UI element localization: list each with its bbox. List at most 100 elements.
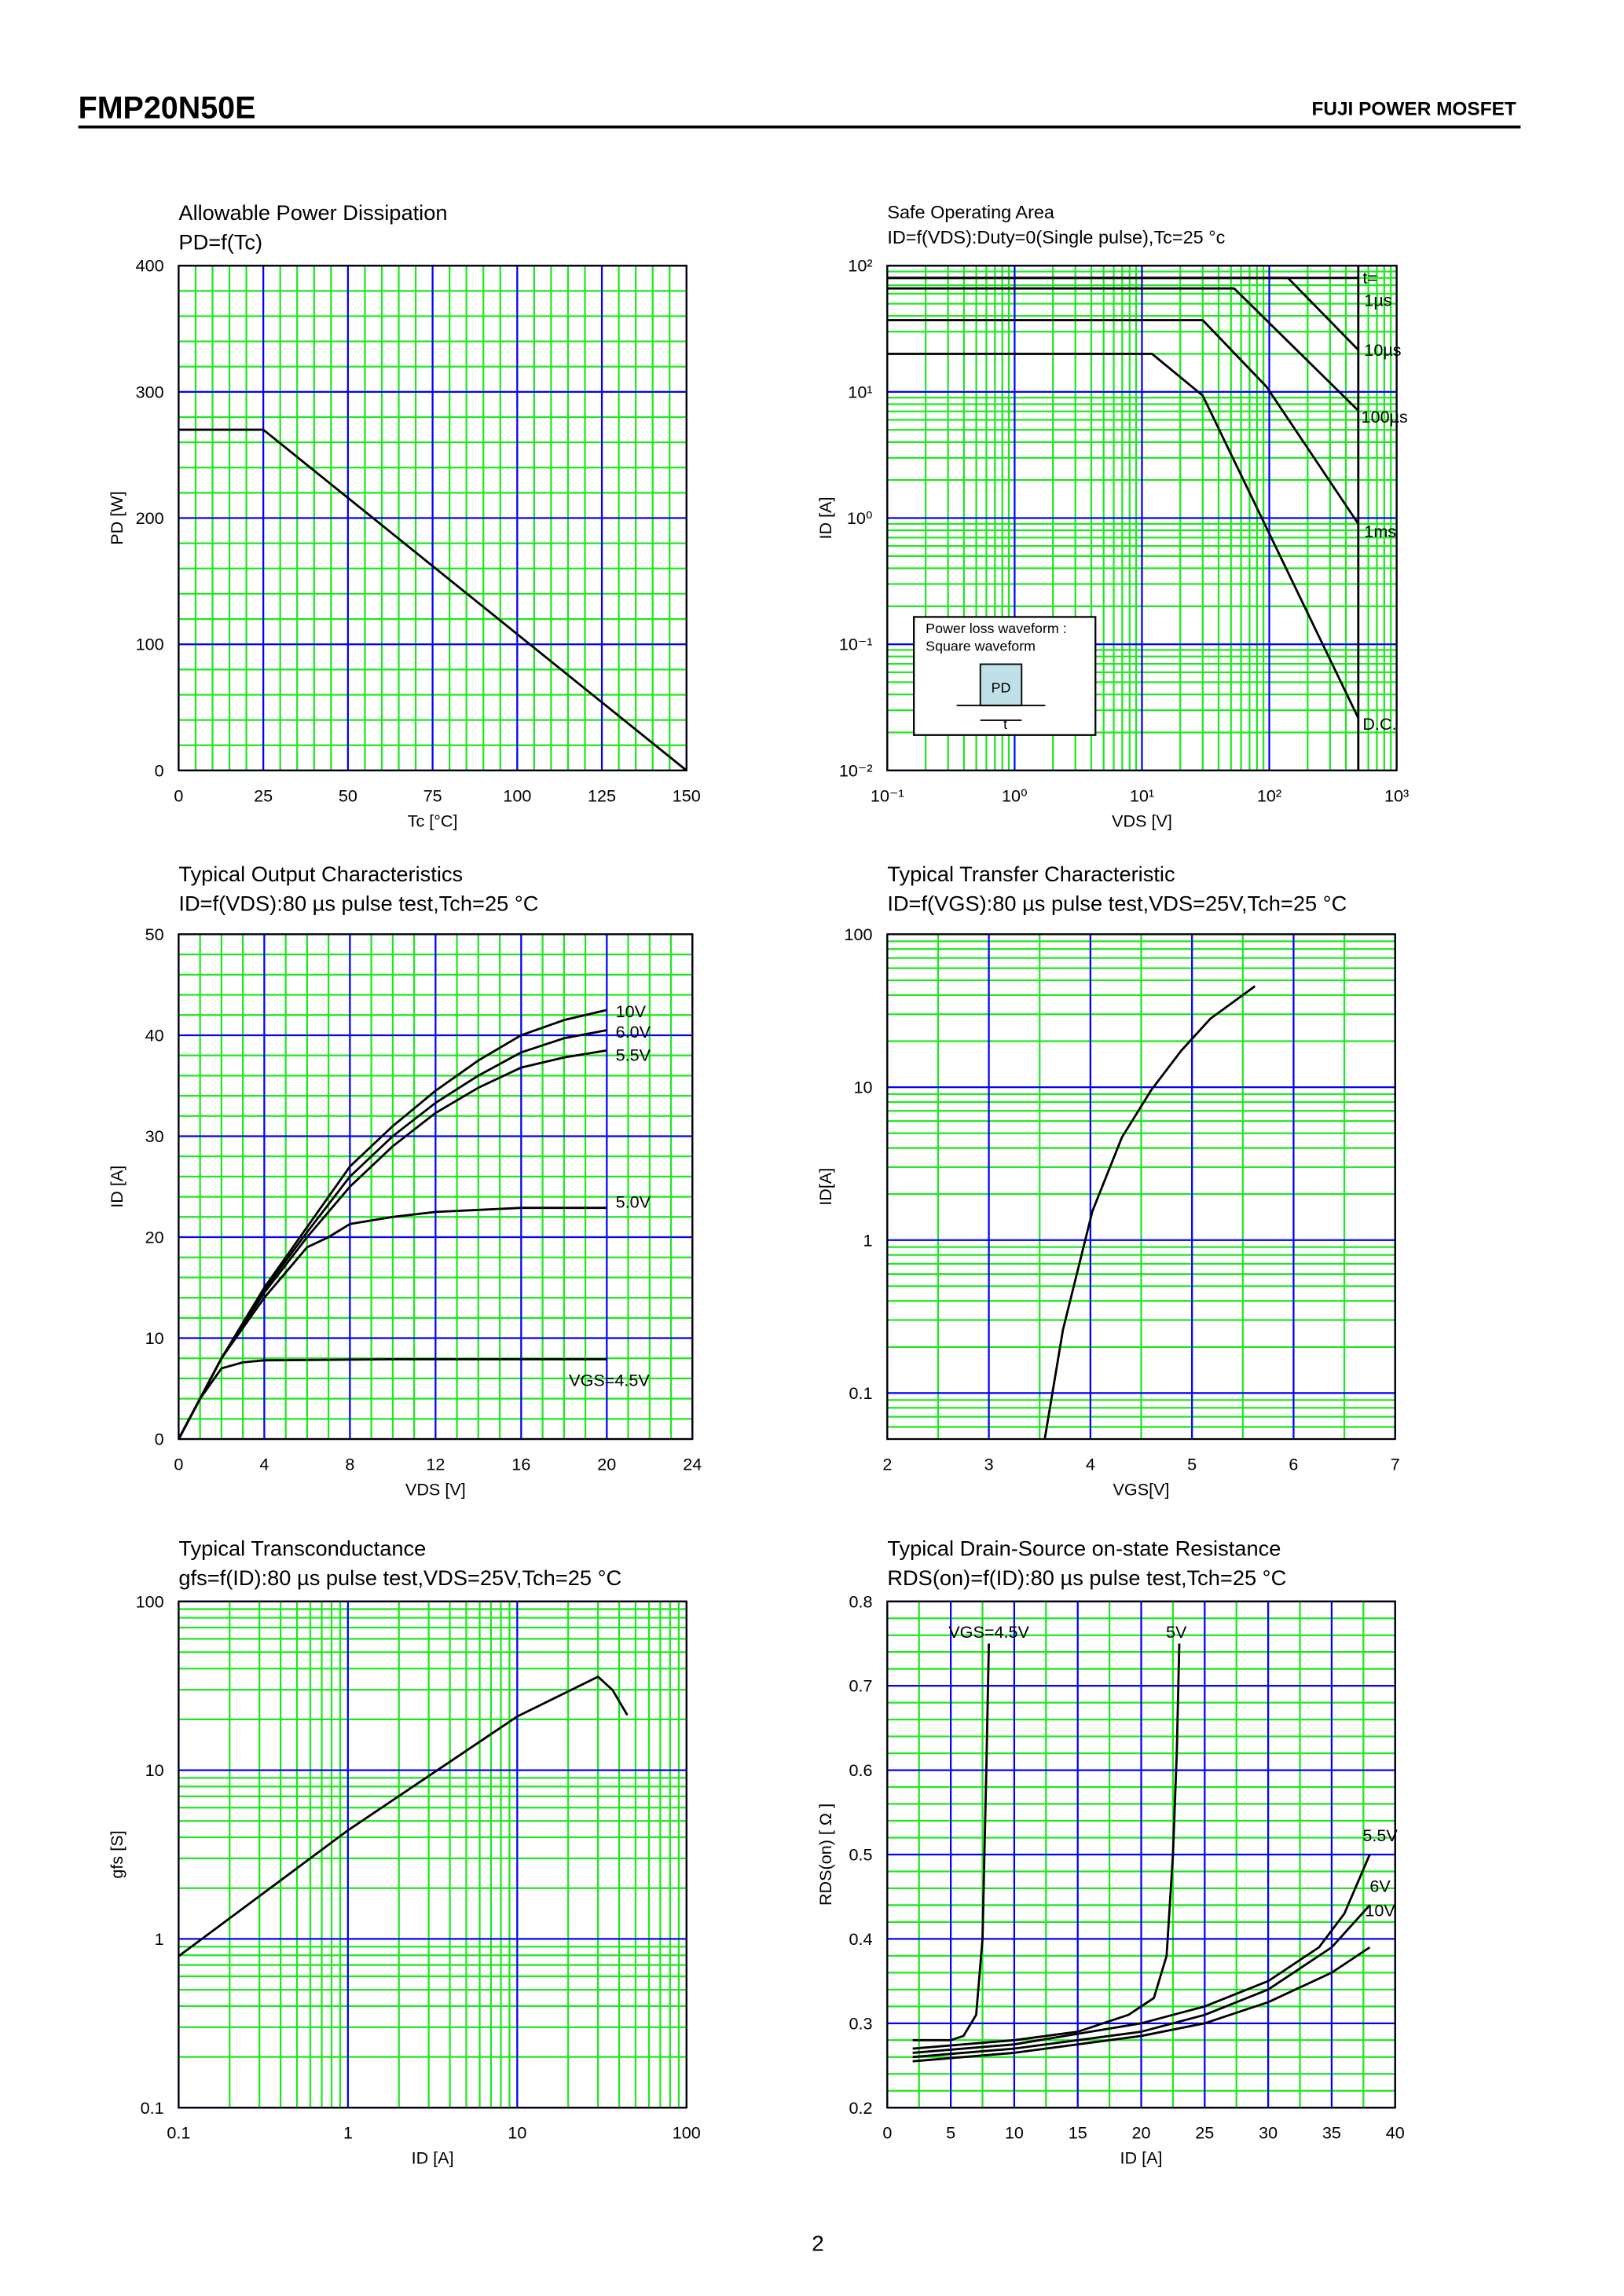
chart-title: Allowable Power Dissipation bbox=[178, 200, 447, 225]
y-tick-label: 0.6 bbox=[849, 1760, 873, 1780]
curve-label: 100µs bbox=[1362, 407, 1408, 427]
chart-title: Typical Drain-Source on-state Resistance bbox=[887, 1536, 1281, 1560]
inset-pd: PD bbox=[992, 679, 1011, 695]
y-tick-label: 0.4 bbox=[849, 1929, 873, 1949]
x-tick-label: 50 bbox=[339, 785, 357, 805]
curve-label: 5V bbox=[1166, 1622, 1187, 1642]
chart-title: Typical Transfer Characteristic bbox=[887, 862, 1175, 886]
y-tick-label: 0 bbox=[155, 760, 164, 780]
x-tick-label: 5 bbox=[1187, 1455, 1197, 1474]
x-tick-label: 7 bbox=[1391, 1455, 1400, 1474]
y-tick-label: 10 bbox=[145, 1760, 164, 1780]
x-tick-label: 10³ bbox=[1384, 785, 1409, 805]
curve bbox=[178, 428, 687, 771]
x-tick-label: 10¹ bbox=[1130, 785, 1154, 805]
x-tick-label: 4 bbox=[1086, 1455, 1095, 1474]
x-tick-label: 10⁰ bbox=[1002, 785, 1028, 805]
x-axis-label: VGS[V] bbox=[1113, 1479, 1170, 1499]
curve-label: 1µs bbox=[1364, 290, 1391, 309]
y-tick-label: 0.1 bbox=[141, 2098, 164, 2118]
y-tick-label: 1 bbox=[155, 1929, 164, 1949]
curve bbox=[912, 1643, 1181, 2050]
chart: 10⁻¹ 10⁰ 10¹ 10² 10³ 10⁻² 10⁻¹ 10⁰ 10¹ 10² Safe Op… bbox=[816, 202, 1409, 830]
curve-label: D.C. bbox=[1362, 714, 1396, 734]
plot-frame bbox=[178, 265, 687, 771]
curve bbox=[912, 1946, 1371, 2063]
chart-subtitle: ID=f(VDS):80 µs pulse test,Tch=25 °C bbox=[178, 891, 538, 915]
curve-label: 6V bbox=[1369, 1877, 1391, 1896]
x-axis-label: VDS [V] bbox=[1112, 811, 1172, 830]
chart-subtitle: RDS(on)=f(ID):80 µs pulse test,Tch=25 °C bbox=[887, 1565, 1286, 1590]
y-tick-label: 50 bbox=[145, 925, 164, 944]
y-tick-label: 400 bbox=[136, 256, 164, 276]
y-tick-label: 0.8 bbox=[849, 1591, 873, 1611]
x-tick-label: 25 bbox=[254, 785, 273, 805]
chart: 0 5 10 15 20 25 30 35 40 0.2 0.3 0.4 0.5 0.6 0.7 0.8 Typ… bbox=[816, 1536, 1405, 2167]
plot-frame bbox=[178, 1600, 687, 2109]
curve bbox=[1043, 985, 1256, 1440]
x-tick-label: 15 bbox=[1069, 2123, 1087, 2143]
brand: FUJI POWER MOSFET bbox=[1311, 99, 1516, 120]
y-tick-label: 100 bbox=[136, 1591, 164, 1611]
curve bbox=[912, 1854, 1371, 2054]
inset-text: Square waveform bbox=[926, 639, 1036, 654]
x-tick-label: 24 bbox=[683, 1455, 702, 1474]
curve-label: 10V bbox=[1365, 1901, 1395, 1921]
chart-title: Safe Operating Area bbox=[887, 202, 1055, 222]
curve bbox=[178, 1207, 607, 1440]
curve bbox=[178, 1358, 607, 1440]
chart-subtitle: gfs=f(ID):80 µs pulse test,VDS=25V,Tch=2… bbox=[178, 1565, 621, 1590]
y-tick-label: 300 bbox=[136, 382, 164, 401]
y-tick-label: 10⁻² bbox=[839, 760, 873, 780]
y-axis-label: PD [W] bbox=[107, 491, 126, 544]
x-axis-label: ID [A] bbox=[412, 2148, 454, 2168]
curve bbox=[887, 276, 1359, 351]
curve bbox=[912, 1643, 991, 2041]
chart: 0 25 50 75 100 125 150 0 100 200 300 400 Allowable P… bbox=[107, 200, 701, 830]
plot-frame bbox=[886, 933, 1396, 1441]
curve-label: VGS=4.5V bbox=[569, 1370, 650, 1390]
part-number: FMP20N50E bbox=[79, 90, 256, 125]
plot-frame bbox=[178, 933, 694, 1441]
curve-label: 5.0V bbox=[616, 1192, 651, 1212]
y-tick-label: 10⁰ bbox=[847, 508, 873, 528]
x-tick-label: 4 bbox=[259, 1455, 269, 1474]
y-tick-label: 40 bbox=[145, 1025, 164, 1045]
x-tick-label: 20 bbox=[597, 1455, 616, 1474]
curve-label: 6.0V bbox=[616, 1022, 651, 1042]
y-tick-label: 10⁻¹ bbox=[839, 635, 873, 654]
chart: 0 4 8 12 16 20 24 0 10 20 30 40 50 Typical Output Cha… bbox=[107, 862, 702, 1500]
curve-label: 5.5V bbox=[1362, 1825, 1398, 1845]
y-tick-label: 10 bbox=[145, 1328, 164, 1348]
chart-title: Typical Output Characteristics bbox=[178, 862, 463, 886]
pulse bbox=[979, 663, 1023, 707]
x-tick-label: 10⁻¹ bbox=[871, 785, 904, 805]
x-tick-label: 125 bbox=[588, 785, 616, 805]
y-axis-label: RDS(on) [ Ω ] bbox=[816, 1803, 835, 1906]
x-tick-label: 75 bbox=[423, 785, 442, 805]
y-axis-label: ID [A] bbox=[816, 497, 835, 540]
curve bbox=[887, 353, 1360, 719]
x-tick-label: 20 bbox=[1132, 2123, 1151, 2143]
y-tick-label: 200 bbox=[136, 508, 164, 528]
curve-label: 10V bbox=[616, 1002, 647, 1021]
x-axis-label: Tc [°C] bbox=[408, 811, 458, 830]
y-tick-label: 10¹ bbox=[848, 382, 872, 401]
inset-box bbox=[913, 616, 1097, 736]
x-tick-label: 35 bbox=[1322, 2123, 1341, 2143]
x-tick-label: 10 bbox=[1005, 2123, 1024, 2143]
y-tick-label: 100 bbox=[136, 635, 164, 654]
x-tick-label: 0 bbox=[882, 2123, 892, 2143]
y-axis-label: gfs [S] bbox=[107, 1830, 126, 1878]
curve-label: 10µs bbox=[1364, 340, 1401, 360]
x-tick-label: 8 bbox=[345, 1455, 354, 1474]
x-tick-label: 12 bbox=[426, 1455, 445, 1474]
chart-subtitle: PD=f(Tc) bbox=[178, 230, 262, 255]
x-axis-label: VDS [V] bbox=[405, 1479, 466, 1499]
curve bbox=[178, 1675, 629, 1957]
y-tick-label: 10² bbox=[848, 256, 872, 276]
plot-frame bbox=[886, 265, 1398, 771]
y-tick-label: 10 bbox=[854, 1078, 873, 1097]
x-tick-label: 30 bbox=[1259, 2123, 1278, 2143]
